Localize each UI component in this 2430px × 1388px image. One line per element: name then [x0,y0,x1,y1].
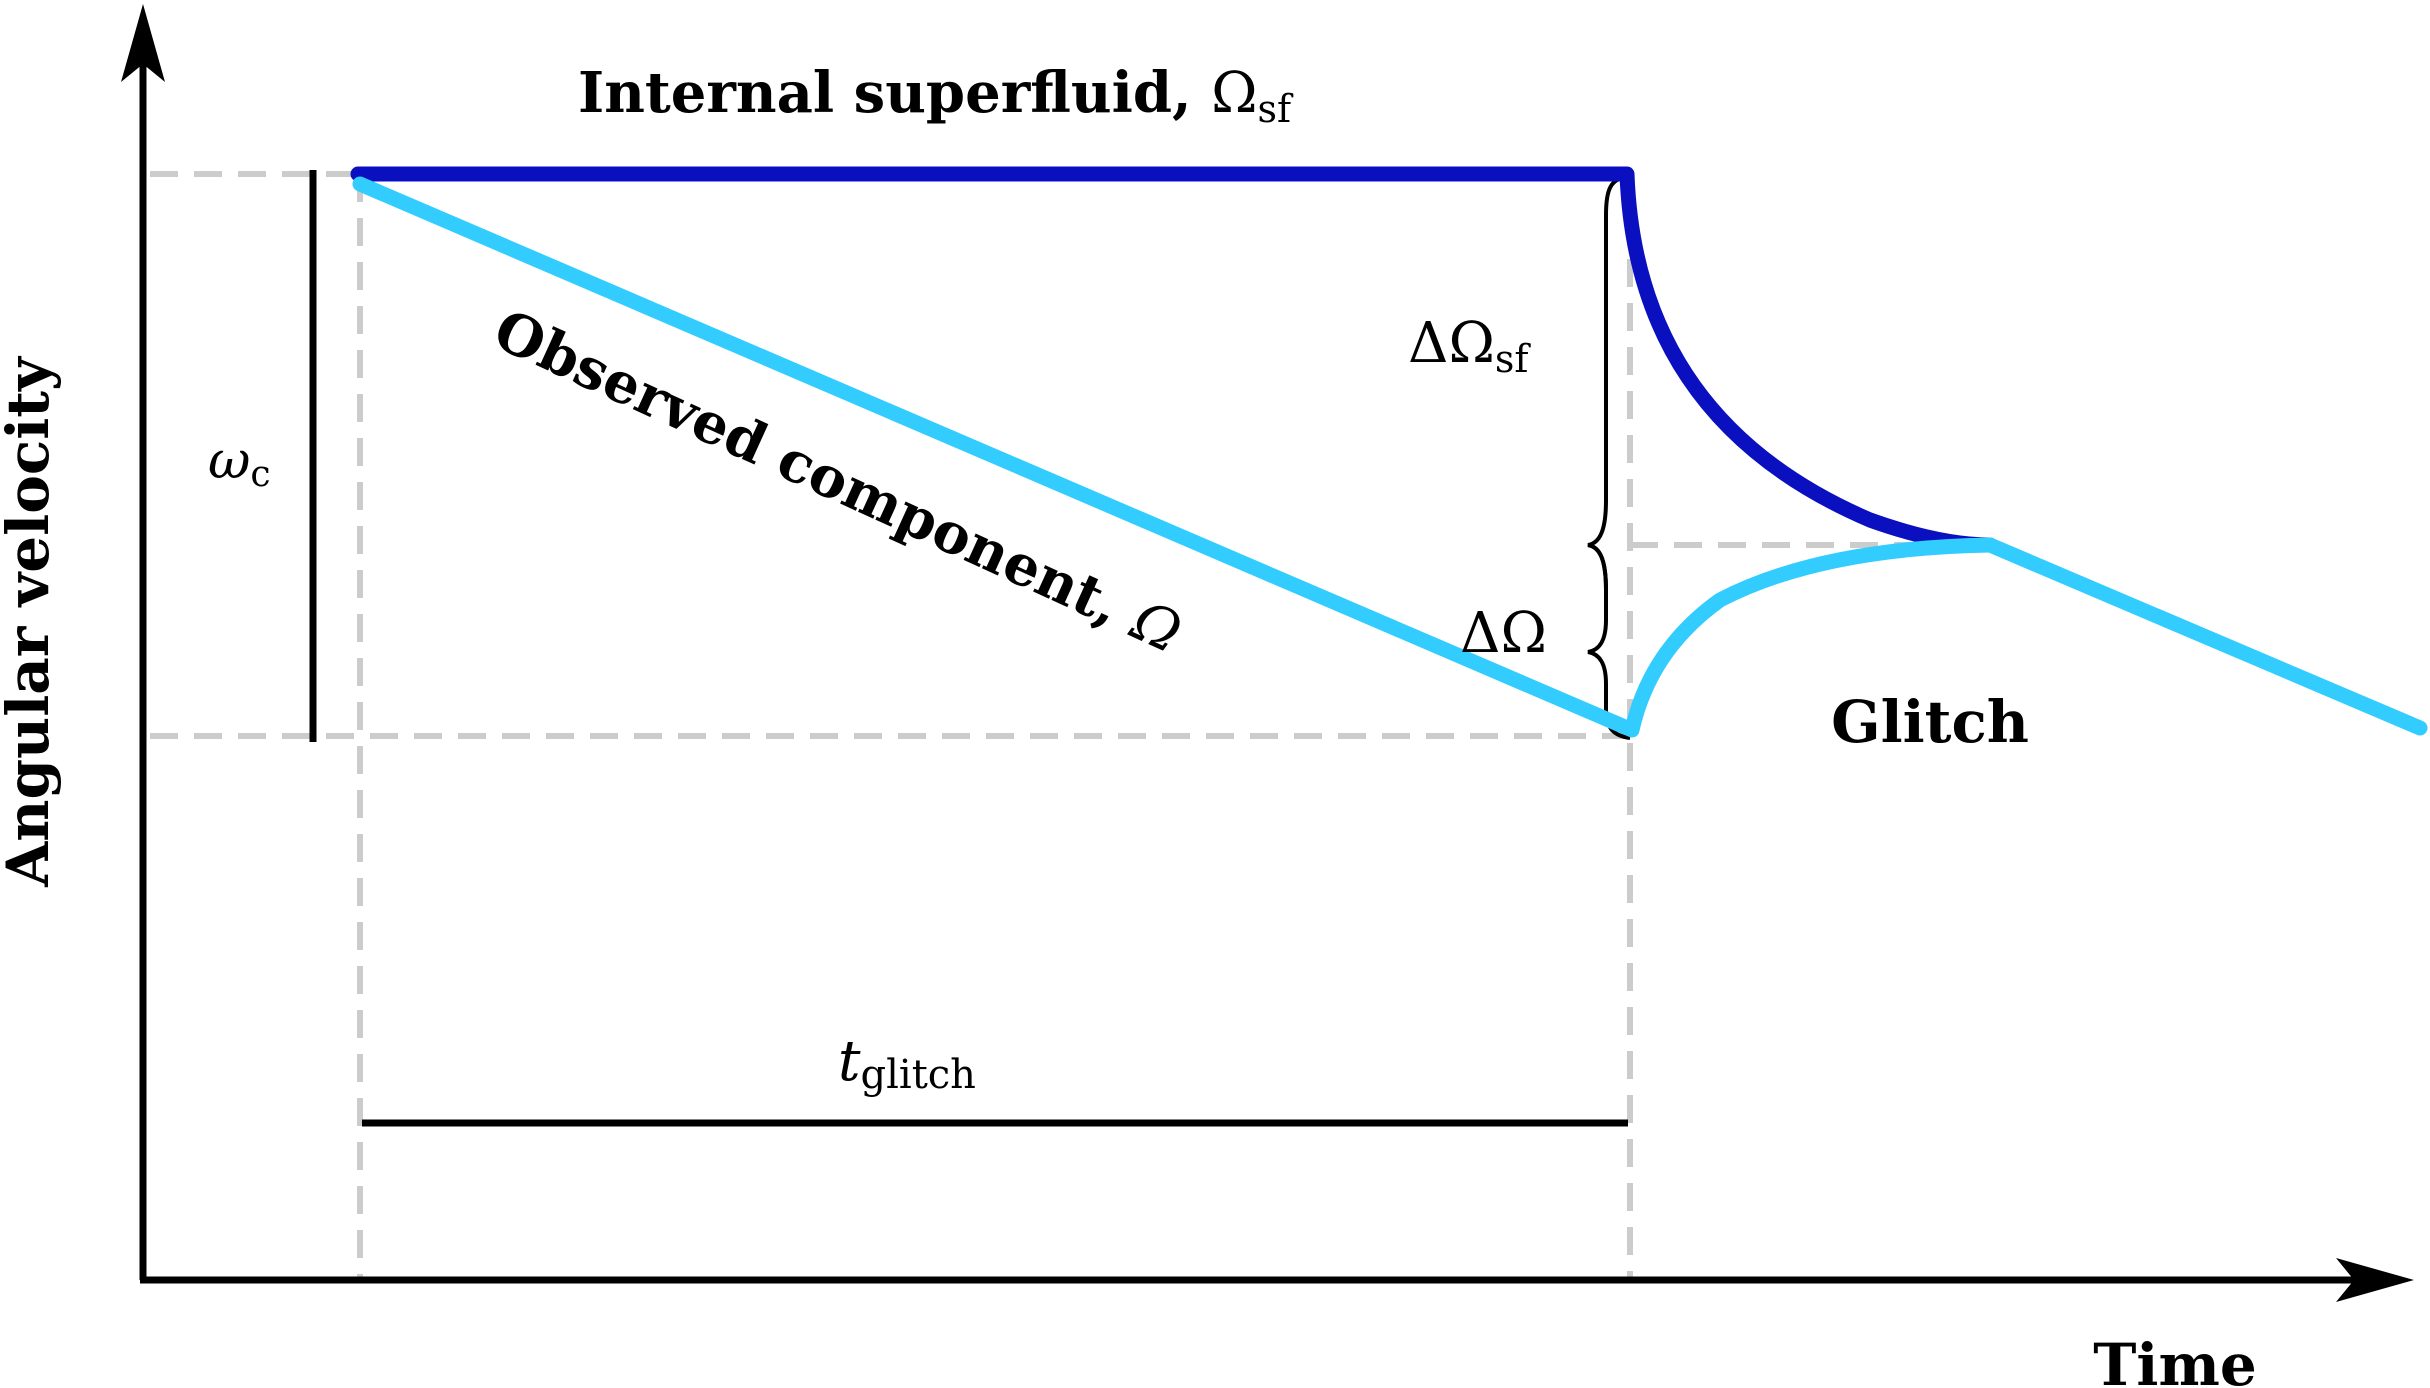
guide-lines [150,171,1990,1280]
superfluid-label-text: Internal superfluid, [578,60,1211,126]
t-glitch-label: tglitch [838,1029,976,1098]
delta-sf-brace-icon [1587,174,1631,591]
superfluid-label-symbol: Ω [1211,61,1257,126]
t-glitch-symbol: t [838,1029,861,1094]
delta-label: ΔΩ [1460,601,1547,666]
omega-c-sub: c [250,454,270,495]
superfluid-label: Internal superfluid, Ωsf [578,60,1294,131]
delta-sf-sub: sf [1495,337,1532,381]
x-axis-label: Time [2093,1331,2256,1388]
x-axis-arrowhead-icon [2336,1258,2414,1302]
omega-c-label: ωc [208,431,271,495]
t-glitch-sub: glitch [861,1052,976,1098]
delta-sf-label: ΔΩsf [1408,311,1531,381]
y-axis-arrowhead-icon [121,4,165,82]
superfluid-label-sub: sf [1258,87,1295,131]
axes [139,50,2360,1284]
y-axis-label: Angular velocity [0,355,62,888]
glitch-label: Glitch [1831,688,2029,756]
omega-c-symbol: ω [208,431,250,491]
observed-curve [352,176,2428,738]
observed-label: Observed component, Ω [484,297,1191,667]
delta-sf-symbol: ΔΩ [1408,311,1495,376]
